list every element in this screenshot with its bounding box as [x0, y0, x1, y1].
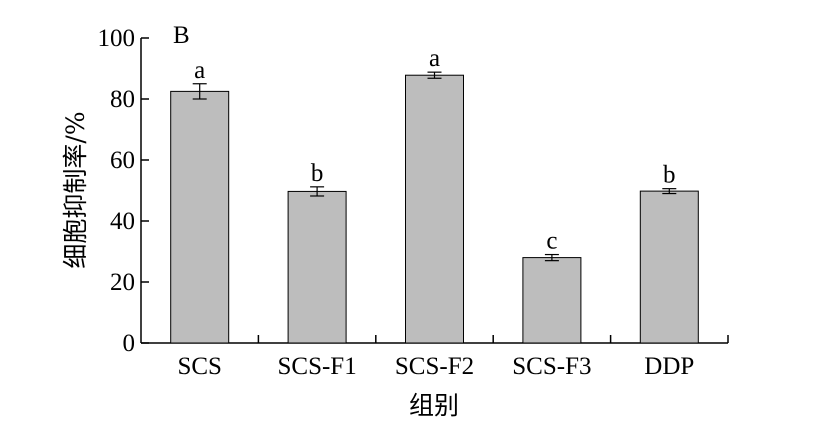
- x-tick-label: DDP: [644, 353, 694, 380]
- y-tick-label: 60: [110, 147, 135, 174]
- y-tick-label: 100: [98, 25, 136, 52]
- panel-label: B: [173, 22, 190, 49]
- error-bar-scs: [192, 83, 207, 100]
- y-axis-title: 细胞抑制率/%: [61, 111, 90, 268]
- bar-scs: [170, 90, 230, 344]
- y-tick-label: 80: [110, 86, 135, 113]
- y-tick-label: 20: [110, 269, 135, 296]
- error-bar-scs-f2: [427, 71, 442, 79]
- error-bar-scs-f3: [544, 253, 559, 262]
- bar-scs-f2: [405, 74, 464, 344]
- x-axis-ticks: SCS SCS-F1 SCS-F2 SCS-F3 DDP: [177, 335, 729, 380]
- significance-label: a: [429, 45, 440, 72]
- error-bar-ddp: [662, 188, 677, 195]
- x-tick-label: SCS-F1: [277, 353, 356, 380]
- error-bar-scs-f1: [310, 186, 325, 197]
- bar-ddp: [639, 190, 699, 344]
- y-tick-label: 40: [110, 208, 135, 235]
- error-bars: a b a c b: [192, 45, 677, 262]
- significance-label: c: [546, 228, 557, 255]
- x-tick-label: SCS-F2: [395, 353, 474, 380]
- bars: [170, 74, 699, 344]
- significance-label: b: [311, 160, 324, 187]
- y-axis-ticks: 0 20 40 60 80 100: [98, 25, 149, 357]
- x-axis-title: 组别: [409, 391, 459, 420]
- x-tick-label: SCS: [177, 353, 221, 380]
- x-tick-label: SCS-F3: [512, 353, 591, 380]
- bar-scs-f3: [522, 257, 582, 344]
- significance-label: a: [194, 57, 205, 84]
- significance-label: b: [663, 162, 676, 189]
- bar-scs-f1: [287, 190, 347, 344]
- y-tick-label: 0: [123, 330, 136, 357]
